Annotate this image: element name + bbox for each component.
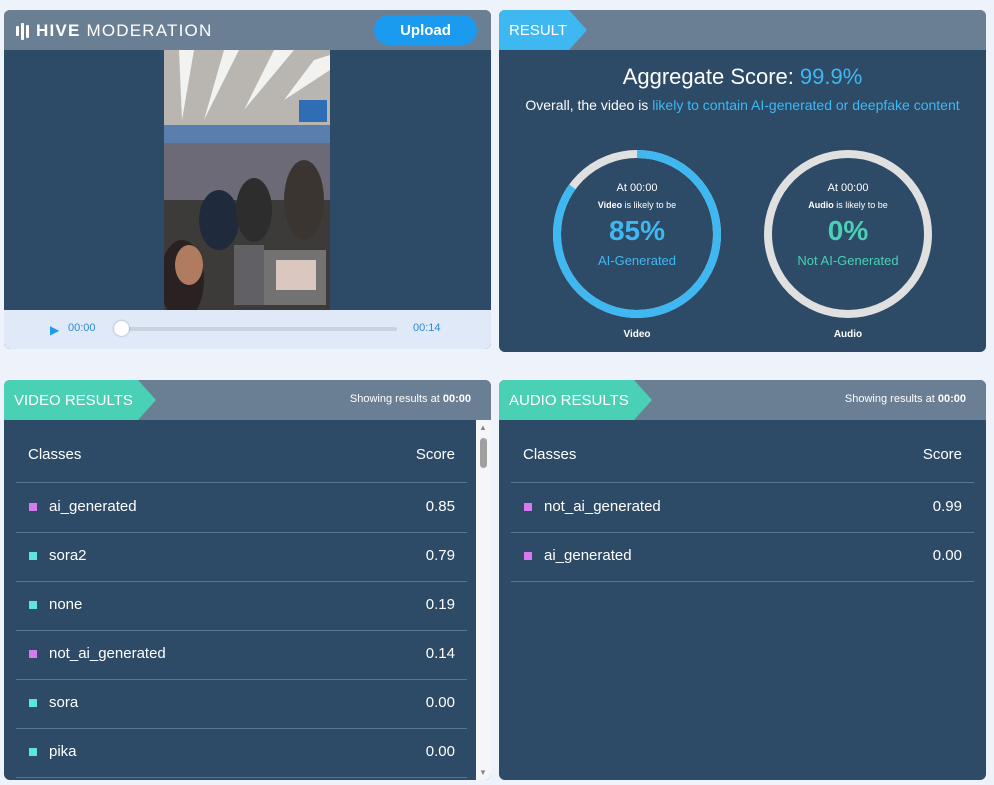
overall-summary: Overall, the video is likely to contain … [519, 94, 966, 116]
class-score: 0.00 [425, 694, 455, 711]
seek-bar[interactable] [122, 327, 397, 331]
class-score: 0.19 [425, 596, 455, 613]
audio-results-rows: not_ai_generated 0.99 ai_generated 0.00 [511, 484, 974, 582]
table-row: sora 0.00 [16, 680, 467, 729]
brand-name-bold: HIVE [36, 21, 81, 40]
player-header: HIVE MODERATION Upload [4, 10, 491, 50]
upload-button[interactable]: Upload [374, 15, 477, 45]
class-color-swatch [524, 503, 532, 511]
audio-gauge-likely: Audio is likely to be [808, 200, 888, 210]
class-color-swatch [29, 552, 37, 560]
video-gauge-percent: 85% [608, 215, 666, 246]
video-results-tag: VIDEO RESULTS [4, 380, 156, 420]
class-color-swatch [29, 699, 37, 707]
class-score: 0.85 [425, 498, 455, 515]
audio-gauge-percent: 0% [827, 215, 869, 246]
video-frame[interactable] [164, 50, 330, 310]
video-gauge: At 00:00 Video is likely to be 85% AI-Ge… [552, 149, 722, 319]
table-row: pika 0.00 [16, 729, 467, 778]
scroll-up-icon[interactable]: ▲ [479, 423, 487, 432]
score-column-header: Score [415, 446, 455, 463]
classes-column-header: Classes [28, 446, 82, 463]
hive-logo-icon [16, 22, 29, 40]
audio-results-tag: AUDIO RESULTS [499, 380, 652, 420]
audio-gauge-time: At 00:00 [827, 182, 869, 194]
overall-highlight: likely to contain AI-generated or deepfa… [652, 97, 960, 113]
audio-results-header: AUDIO RESULTS Showing results at 00:00 [499, 380, 986, 420]
classes-column-header: Classes [523, 446, 577, 463]
table-row: none 0.19 [16, 582, 467, 631]
class-score: 0.99 [932, 498, 962, 515]
class-score: 0.79 [425, 547, 455, 564]
video-results-table-header: Classes Score [16, 435, 467, 483]
table-row: sora2 0.79 [16, 533, 467, 582]
audio-showing-results: Showing results at 00:00 [844, 393, 966, 405]
class-name: none [49, 596, 83, 613]
seek-handle[interactable] [114, 321, 129, 336]
current-time: 00:00 [68, 322, 96, 334]
aggregate-score: Aggregate Score: 99.9% [499, 64, 986, 90]
scroll-handle[interactable] [480, 438, 487, 468]
scroll-down-icon[interactable]: ▼ [479, 768, 487, 777]
aggregate-value: 99.9% [799, 64, 863, 89]
video-gauge-ring [553, 150, 721, 318]
audio-results-table-header: Classes Score [511, 435, 974, 483]
class-name: ai_generated [544, 547, 632, 564]
end-time: 00:14 [413, 322, 441, 334]
class-color-swatch [29, 503, 37, 511]
video-results-panel: VIDEO RESULTS Showing results at 00:00 C… [4, 380, 491, 780]
class-name: not_ai_generated [49, 645, 166, 662]
class-color-swatch [29, 650, 37, 658]
class-name: pika [49, 743, 77, 760]
video-thumbnail [164, 50, 330, 310]
class-name: ai_generated [49, 498, 137, 515]
play-icon[interactable]: ▶ [50, 323, 60, 337]
video-player-panel: HIVE MODERATION Upload ▶ 00:00 [4, 10, 491, 349]
class-name: not_ai_generated [544, 498, 661, 515]
video-gauge-likely: Video is likely to be [597, 200, 677, 210]
class-name: sora [49, 694, 79, 711]
video-showing-results: Showing results at 00:00 [349, 393, 471, 405]
result-panel: RESULT Aggregate Score: 99.9% Overall, th… [499, 10, 986, 352]
result-header: RESULT [499, 10, 986, 50]
overall-prefix: Overall, the video is [525, 97, 649, 113]
class-name: sora2 [49, 547, 87, 564]
audio-gauge-caption: Audio [833, 329, 863, 340]
class-score: 0.00 [425, 743, 455, 760]
class-score: 0.14 [425, 645, 455, 662]
aggregate-label: Aggregate Score: [622, 64, 794, 89]
table-row: ai_generated 0.00 [511, 533, 974, 582]
audio-gauge-ring [764, 150, 932, 318]
class-color-swatch [29, 601, 37, 609]
brand-name-rest: MODERATION [86, 21, 213, 40]
hive-logo: HIVE MODERATION [16, 21, 212, 41]
audio-gauge-verdict: Not AI-Generated [797, 253, 899, 268]
class-color-swatch [29, 748, 37, 756]
video-results-header: VIDEO RESULTS Showing results at 00:00 [4, 380, 491, 420]
score-column-header: Score [922, 446, 962, 463]
class-score: 0.00 [932, 547, 962, 564]
video-results-scrollbar[interactable]: ▲ ▼ [476, 420, 491, 780]
audio-gauge: At 00:00 Audio is likely to be 0% Not AI… [763, 149, 933, 319]
audio-results-panel: AUDIO RESULTS Showing results at 00:00 C… [499, 380, 986, 780]
player-controls: ▶ 00:00 00:14 [4, 310, 491, 349]
video-results-rows: ai_generated 0.85 sora2 0.79 none 0.19 not_ai_… [16, 484, 467, 778]
video-gauge-time: At 00:00 [616, 182, 658, 194]
video-gauge-verdict: AI-Generated [597, 253, 677, 268]
table-row: not_ai_generated 0.14 [16, 631, 467, 680]
class-color-swatch [524, 552, 532, 560]
table-row: not_ai_generated 0.99 [511, 484, 974, 533]
video-gauge-caption: Video [623, 329, 651, 340]
table-row: ai_generated 0.85 [16, 484, 467, 533]
result-tag: RESULT [499, 10, 587, 50]
